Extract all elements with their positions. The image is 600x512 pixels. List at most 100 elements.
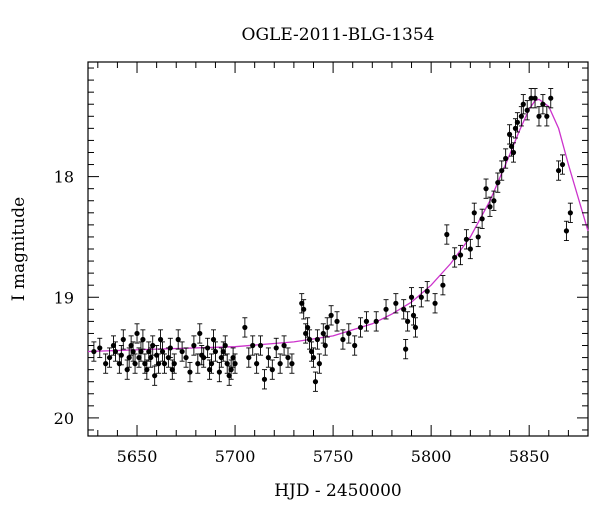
data-marker [187,369,193,375]
data-marker [148,354,154,361]
data-point [491,190,497,211]
data-point [548,88,554,109]
data-point [334,311,340,332]
data-point [410,305,417,326]
data-marker [216,369,222,375]
data-point [563,220,570,242]
data-marker [483,186,489,192]
data-marker [289,361,295,367]
data-point [205,337,211,359]
data-marker [363,318,370,324]
data-marker [183,354,189,361]
data-point [444,224,450,245]
data-marker [518,113,524,119]
data-point [250,335,256,356]
data-point [187,361,193,383]
data-point [201,347,207,368]
data-marker [536,113,542,119]
data-point [536,106,542,127]
data-point [97,337,103,359]
data-point [310,347,317,368]
data-marker [128,342,134,349]
data-marker [310,354,317,361]
data-marker [299,300,305,306]
data-marker [250,342,256,349]
data-marker [230,354,236,361]
data-marker [195,361,201,367]
data-point [183,347,189,368]
data-point [126,347,132,368]
data-point [301,299,307,320]
data-marker [206,367,213,373]
data-point [171,353,177,374]
data-marker [97,345,103,351]
data-point [152,365,158,386]
data-marker [499,167,505,174]
data-marker [265,354,271,361]
data-marker [314,336,321,343]
data-point [528,88,534,109]
data-marker [548,95,554,101]
data-marker [220,348,226,355]
data-marker [226,373,232,379]
data-marker [150,342,156,349]
data-marker [142,361,148,367]
data-marker [132,361,138,367]
data-point [197,323,203,344]
data-marker [228,367,234,373]
data-point [412,317,419,338]
data-marker [340,336,346,343]
data-marker [524,107,530,113]
data-marker [146,348,152,355]
data-point [285,347,291,368]
x-tick-label: 5750 [313,447,354,466]
data-point [532,88,538,109]
data-point [393,293,399,314]
data-point [510,142,517,163]
data-marker [463,236,470,242]
data-marker [322,342,328,349]
data-marker [506,131,513,137]
data-marker [508,143,515,150]
data-marker [444,231,450,238]
data-marker [179,348,185,355]
data-marker [457,252,464,258]
data-marker [169,367,175,373]
data-point [487,196,493,217]
data-point [261,369,268,390]
data-marker [544,113,550,119]
data-marker [412,324,419,331]
data-point [479,208,485,229]
data-point [503,148,509,169]
data-marker [495,180,501,186]
data-point [495,172,501,193]
data-marker [167,345,173,351]
data-marker [401,306,407,312]
data-marker [140,336,146,343]
data-marker [532,95,538,101]
data-point [314,329,321,350]
x-tick-label: 5800 [411,447,452,466]
data-marker [312,379,319,385]
data-marker [212,348,219,355]
data-point [524,100,530,121]
data-point [306,329,313,350]
data-marker [171,361,177,367]
data-point [457,244,464,266]
data-point [463,229,470,250]
data-point [424,281,430,302]
data-point [373,311,379,332]
y-tick-label: 20 [54,409,74,428]
data-point [559,154,566,175]
data-point [363,311,370,332]
data-marker [408,294,415,300]
data-marker [110,342,117,349]
data-marker [120,336,126,343]
data-marker [540,101,546,107]
data-point [191,335,197,356]
data-marker [138,348,144,355]
data-point [418,287,424,308]
data-point [452,247,458,268]
data-marker [306,336,313,343]
